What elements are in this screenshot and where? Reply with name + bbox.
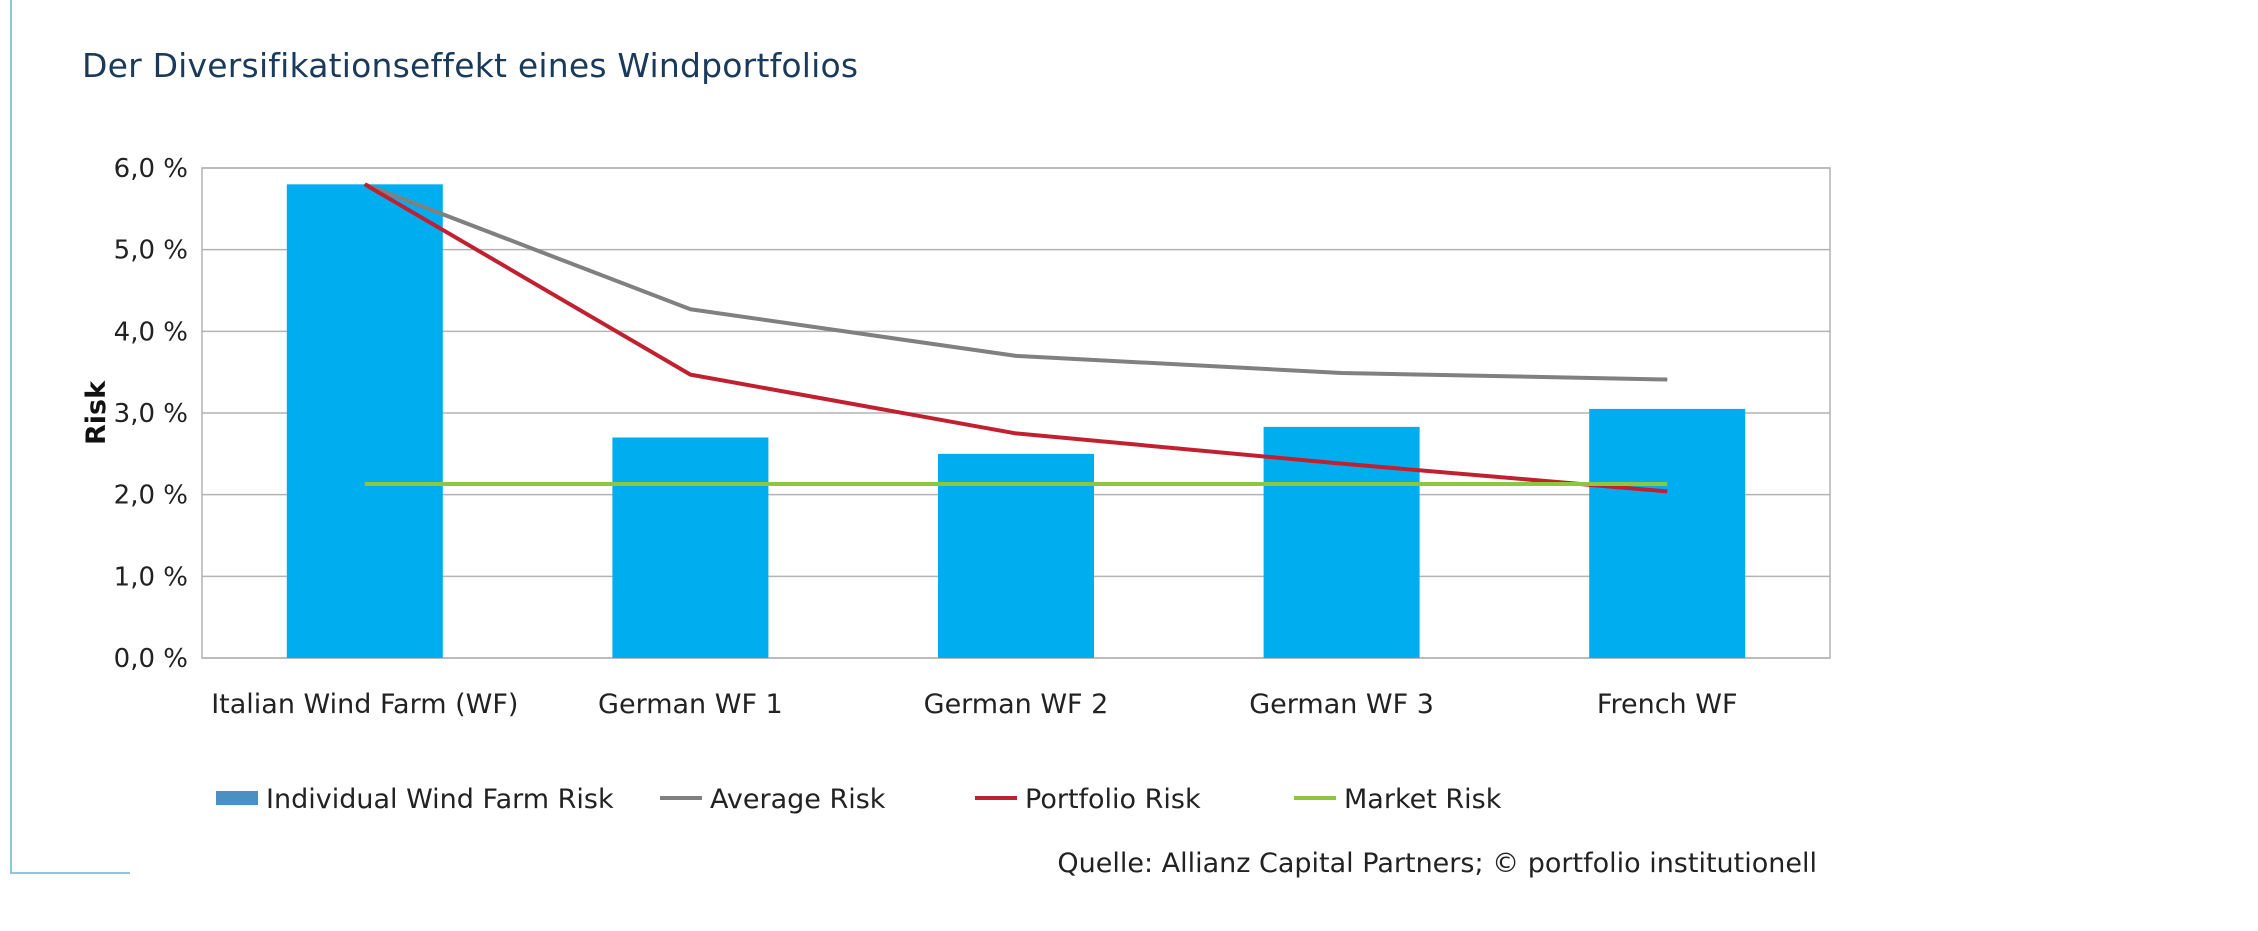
bar-layer (286, 184, 1746, 659)
y-tick-label: 2,0 % (114, 481, 188, 511)
x-tick-label: French WF (1597, 689, 1738, 720)
x-tick-label: German WF 1 (598, 689, 783, 720)
line-point (1015, 432, 1017, 434)
legend-individual-wind-farm-risk-label: Individual Wind Farm Risk (266, 784, 614, 815)
line-point (1341, 372, 1343, 374)
legend-average-risk-label: Average Risk (710, 784, 886, 815)
bar-2 (612, 437, 769, 658)
axis-layer: 0,0 % 1,0 % 2,0 % 3,0 % 4,0 % 5,0 % 6,0 % Risk I… (81, 154, 1737, 720)
bar-4 (1263, 426, 1420, 658)
line-point (1015, 483, 1017, 485)
frame-bottom-border (10, 872, 130, 874)
y-tick-label: 0,0 % (114, 644, 188, 674)
line-point (1666, 379, 1668, 381)
portfolio-risk-line (363, 182, 1668, 494)
line-point (364, 183, 366, 185)
legend-individual-wind-farm-risk-swatch (216, 791, 258, 805)
y-axis-label: Risk (81, 380, 112, 445)
line-point (689, 308, 691, 310)
bar-1 (286, 184, 443, 659)
legend-portfolio-risk-label: Portfolio Risk (1025, 784, 1201, 815)
y-tick-label: 1,0 % (114, 562, 188, 592)
line-point (364, 483, 366, 485)
chart-title: Der Diversifikationseffekt eines Windpor… (82, 46, 859, 85)
line-point (1666, 483, 1668, 485)
legend: Individual Wind Farm Risk Average Risk Por… (216, 784, 1502, 815)
line-point (1015, 355, 1017, 357)
y-tick-label: 5,0 % (114, 236, 188, 266)
line-point (1341, 463, 1343, 465)
x-tick-label: German WF 2 (924, 689, 1109, 720)
average-risk-line (364, 182, 1668, 382)
line-layer (363, 182, 1668, 494)
legend-market-risk-label: Market Risk (1344, 784, 1502, 815)
line-point (1666, 490, 1668, 492)
line-point (689, 374, 691, 376)
bar-5 (1589, 408, 1746, 658)
y-tick-label: 4,0 % (114, 317, 188, 347)
source-note: Quelle: Allianz Capital Partners; © port… (1057, 848, 1817, 879)
frame-left-border (10, 0, 12, 872)
y-tick-label: 6,0 % (114, 154, 188, 184)
x-tick-label: German WF 3 (1249, 689, 1434, 720)
line-point (1341, 483, 1343, 485)
line-point (689, 483, 691, 485)
bar-3 (938, 453, 1094, 658)
x-tick-label: Italian Wind Farm (WF) (211, 689, 518, 720)
y-tick-label: 3,0 % (114, 399, 188, 429)
